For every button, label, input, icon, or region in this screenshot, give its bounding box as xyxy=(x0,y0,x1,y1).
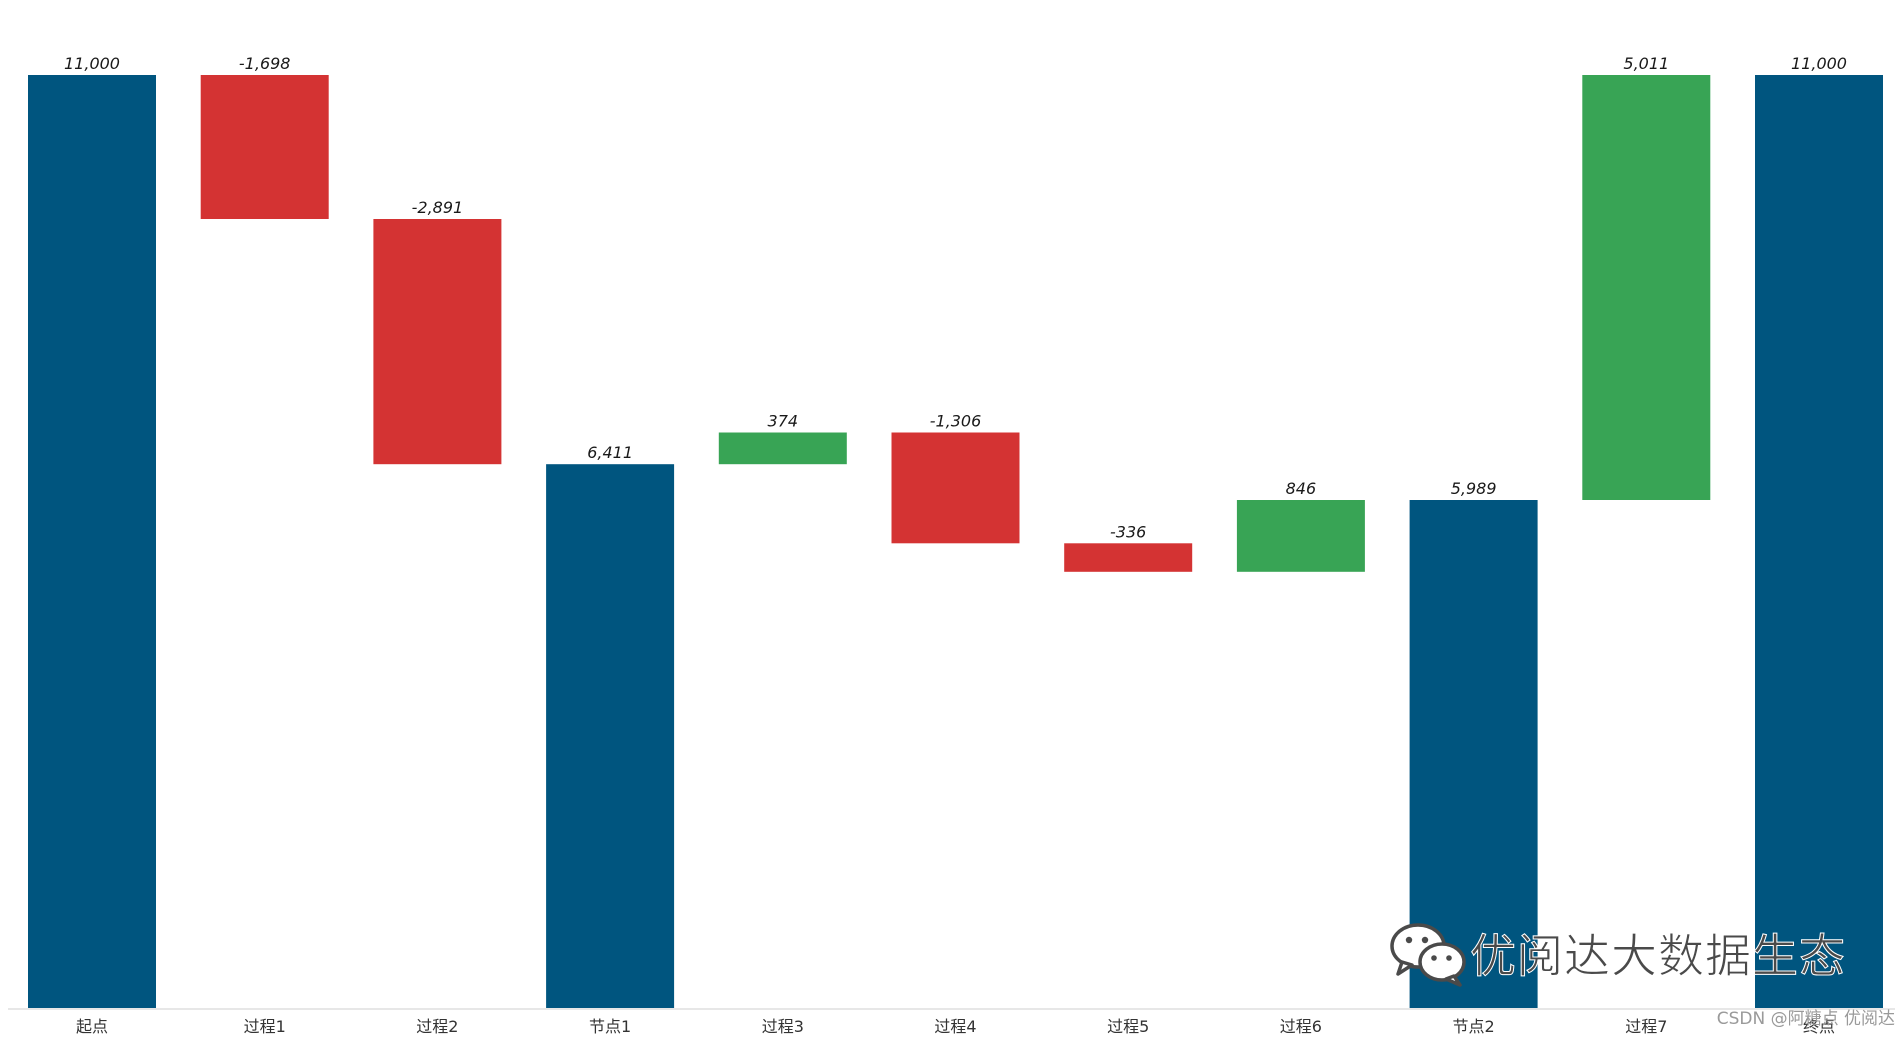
value-label: -2,891 xyxy=(412,198,464,217)
credit-text: CSDN @阿糖点 优阅达 xyxy=(1716,1009,1895,1029)
value-label: 11,000 xyxy=(1791,54,1847,73)
value-label: -1,698 xyxy=(239,54,291,73)
category-label: 起点 xyxy=(76,1017,108,1036)
value-label: -336 xyxy=(1110,522,1146,541)
bar-过程3 xyxy=(718,432,847,465)
bar-过程1 xyxy=(200,75,329,219)
bar-节点2 xyxy=(1409,500,1538,1008)
value-label: 11,000 xyxy=(64,54,120,73)
bar-终点 xyxy=(1755,75,1883,1008)
category-label: 过程6 xyxy=(1280,1017,1322,1036)
category-label: 过程1 xyxy=(244,1017,286,1036)
bar-过程4 xyxy=(891,432,1020,544)
value-label: 374 xyxy=(768,412,799,431)
category-label: 过程2 xyxy=(416,1017,458,1036)
category-label: 过程5 xyxy=(1107,1017,1149,1036)
category-label: 终点 xyxy=(1803,1017,1835,1036)
category-label: 过程7 xyxy=(1625,1017,1667,1036)
category-labels-group: 起点 过程1 过程2 节点1 过程3 过程4 过程5 过程6 节点2 过程7 终点 xyxy=(76,1017,1835,1036)
value-label: 6,411 xyxy=(587,443,633,462)
watermark-text: 优阅达大数据生态 xyxy=(1470,929,1846,984)
category-label: 过程3 xyxy=(762,1017,804,1036)
bars-group xyxy=(28,75,1883,1008)
value-label: 846 xyxy=(1286,479,1317,498)
category-label: 节点2 xyxy=(1453,1017,1495,1036)
bar-起点 xyxy=(28,75,156,1008)
bar-节点1 xyxy=(546,464,675,1008)
value-label: 5,989 xyxy=(1451,479,1497,498)
value-label: 5,011 xyxy=(1623,54,1669,73)
category-label: 过程4 xyxy=(934,1017,976,1036)
bar-过程5 xyxy=(1064,543,1193,572)
wechat-icon xyxy=(1390,923,1466,987)
value-label: -1,306 xyxy=(930,412,982,431)
value-labels-group: 11,000 -1,698 -2,891 6,411 374 -1,306 -336 846 5… xyxy=(64,54,1847,541)
bar-过程2 xyxy=(373,219,502,465)
bar-过程7 xyxy=(1582,75,1711,500)
category-label: 节点1 xyxy=(589,1017,631,1036)
bar-过程6 xyxy=(1236,500,1365,572)
watermark: 优阅达大数据生态 xyxy=(1388,918,1846,988)
